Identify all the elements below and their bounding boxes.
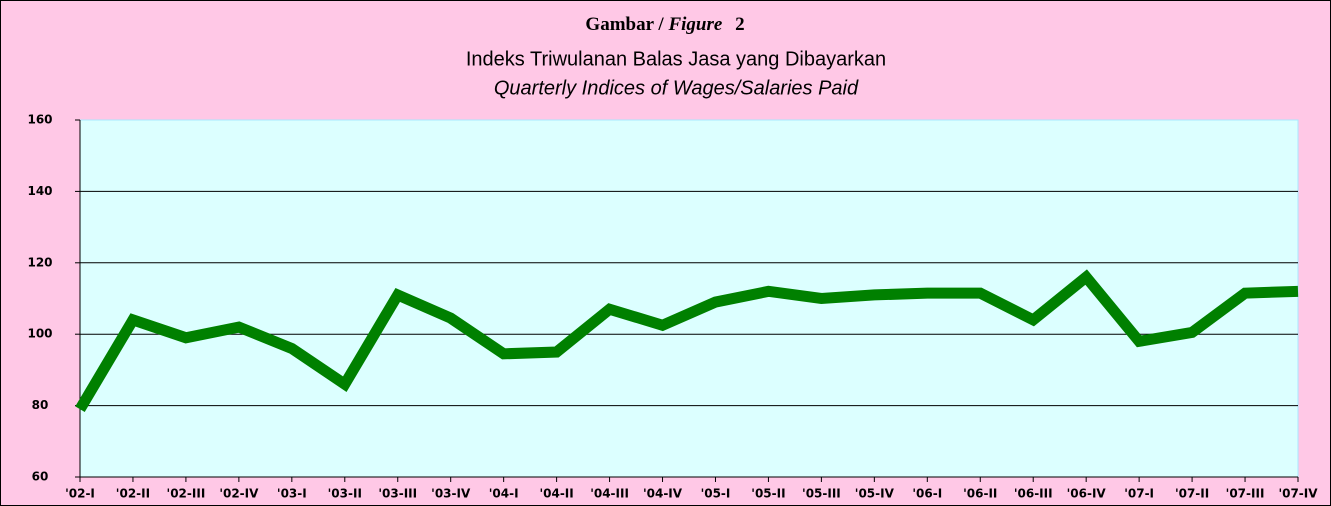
x-tick-label: '04-IV	[643, 487, 683, 501]
x-tick-label: '06-IV	[1067, 487, 1107, 501]
x-tick-label: '04-I	[489, 487, 519, 501]
x-tick-label: '02-IV	[219, 487, 259, 501]
x-tick-label: '04-III	[590, 487, 629, 501]
x-tick-label: '05-IV	[855, 487, 895, 501]
plot-area	[79, 119, 1299, 478]
x-tick-label: '06-II	[963, 487, 997, 501]
y-tick-label: 100	[27, 327, 52, 341]
x-tick-label: '03-III	[378, 487, 417, 501]
x-tick-label: '02-I	[65, 487, 95, 501]
x-tick-label: '07-IV	[1278, 487, 1318, 501]
x-tick-label: '07-II	[1175, 487, 1209, 501]
y-tick-label: 160	[27, 113, 52, 127]
x-tick-label: '05-I	[701, 487, 731, 501]
subtitle-en: Quarterly Indices of Wages/Salaries Paid	[494, 77, 859, 99]
x-tick-label: '02-III	[167, 487, 206, 501]
y-tick-label: 60	[32, 470, 49, 484]
marks	[75, 269, 1299, 412]
x-tick-label: '07-III	[1226, 487, 1265, 501]
y-tick-label: 140	[27, 184, 52, 198]
subtitle: Indeks Triwulanan Balas Jasa yang Dibaya…	[466, 48, 886, 70]
x-tick-label: '05-III	[802, 487, 841, 501]
x-tick-label: '06-I	[912, 487, 942, 501]
y-tick-label: 80	[32, 398, 49, 412]
title-part: Figure	[667, 14, 722, 35]
grid	[75, 119, 1299, 482]
x-tick-label: '03-IV	[431, 487, 471, 501]
x-tick-label: '07-I	[1124, 487, 1154, 501]
x-tick-label: '06-III	[1014, 487, 1053, 501]
chart-title: Gambar / Figure 2	[585, 14, 744, 35]
title-part: Gambar /	[585, 14, 664, 35]
title-part: 2	[735, 14, 745, 35]
x-tick-label: '04-II	[539, 487, 573, 501]
x-tick-label: '02-II	[116, 487, 150, 501]
x-tick-label: '05-II	[751, 487, 785, 501]
x-tick-label: '03-I	[277, 487, 307, 501]
x-tick-label: '03-II	[328, 487, 362, 501]
data-line	[75, 269, 1299, 412]
y-tick-label: 120	[27, 255, 52, 269]
